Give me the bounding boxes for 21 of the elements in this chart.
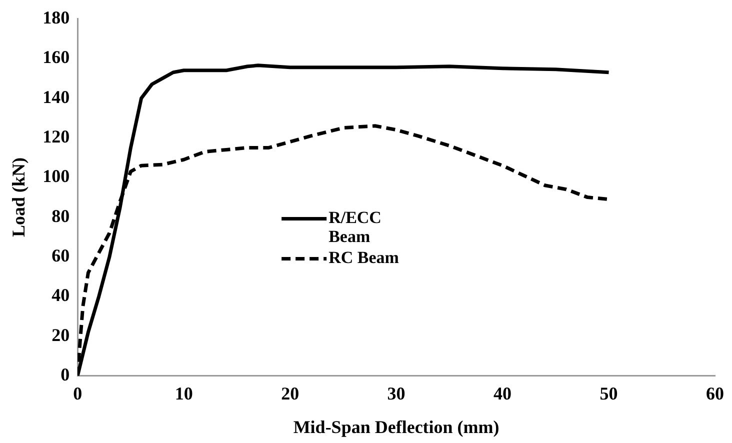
- y-tick-label: 80: [52, 206, 70, 226]
- legend-label: RC Beam: [328, 248, 399, 268]
- y-tick-label: 40: [52, 285, 70, 306]
- x-tick-label: 30: [387, 383, 406, 404]
- x-tick-label: 20: [281, 383, 300, 404]
- y-tick-label: 0: [60, 364, 70, 384]
- x-tick-label: 60: [706, 383, 724, 404]
- y-tick-label: 160: [42, 47, 70, 68]
- y-axis-title: Load (kN): [8, 158, 28, 238]
- y-tick-label: 140: [42, 86, 70, 107]
- y-tick-label: 60: [52, 245, 70, 266]
- x-tick-label: 50: [600, 383, 618, 404]
- x-axis-title: Mid-Span Deflection (mm): [293, 416, 500, 437]
- x-tick-label: 40: [494, 383, 512, 404]
- y-tick-label: 20: [52, 324, 70, 345]
- y-tick-label: 180: [42, 7, 70, 28]
- legend-label: R/ECC Beam: [328, 208, 382, 246]
- y-tick-label: 100: [42, 166, 70, 186]
- y-tick-label: 120: [42, 126, 70, 146]
- x-tick-label: 0: [73, 383, 82, 404]
- x-tick-label: 10: [174, 383, 193, 404]
